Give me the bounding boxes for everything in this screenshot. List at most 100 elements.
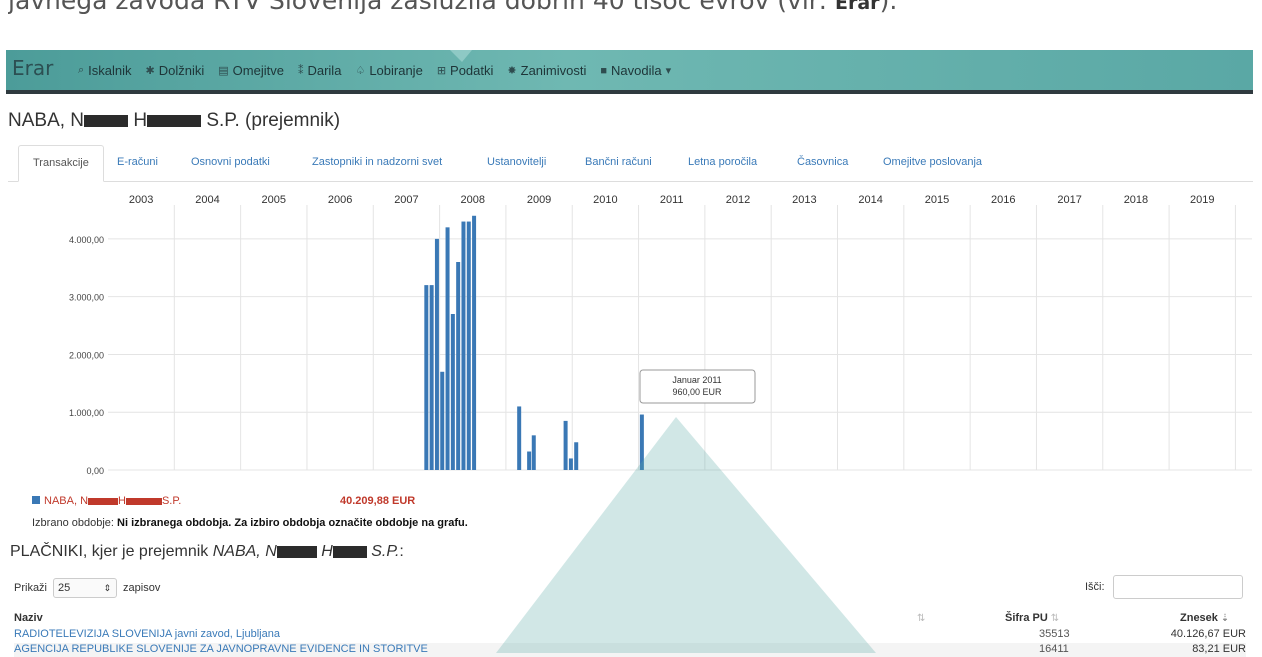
nav-item-omejitve[interactable]: ▤ Omejitve: [218, 63, 284, 78]
table-row: AGENCIJA REPUBLIKE SLOVENIJE ZA JAVNOPRA…: [14, 643, 1246, 657]
records-label: zapisov: [123, 582, 161, 594]
chart-bar: [527, 451, 532, 470]
payer-name-link[interactable]: AGENCIJA REPUBLIKE SLOVENIJE ZA JAVNOPRA…: [14, 643, 428, 655]
x-tick-label: 2010: [593, 194, 617, 206]
x-tick-label: 2013: [792, 194, 816, 206]
payer-amount: 40.126,67 EUR: [1170, 628, 1246, 640]
column-header-code[interactable]: Šifra PU ⇅: [1005, 612, 1059, 624]
nav-label: Lobiranje: [369, 63, 423, 78]
column-header-name[interactable]: Naziv: [14, 612, 43, 624]
transactions-chart[interactable]: 2003 2004 2005 2006 2007 2008 2009 2010 2011 2012…: [0, 185, 1262, 485]
nav-label: Dolžniki: [158, 63, 205, 78]
x-tick-label: 2005: [262, 194, 286, 206]
top-navbar: Erar ⌕ Iskalnik ✱ Dolžniki ▤ Omejitve ⁑ Dari…: [6, 50, 1253, 94]
brand-logo[interactable]: Erar: [12, 56, 54, 80]
selected-period: Izbrano obdobje: Ni izbranega obdobja. Z…: [32, 517, 468, 529]
article-source-link[interactable]: Erar: [835, 0, 880, 14]
tab-letna-porocila[interactable]: Letna poročila: [688, 156, 758, 168]
x-tick-label: 2004: [195, 194, 219, 206]
x-tick-label: 2016: [991, 194, 1015, 206]
star-icon: ✸: [507, 65, 517, 77]
y-tick-label: 1.000,00: [69, 408, 104, 418]
nav-item-darila[interactable]: ⁑ Darila: [298, 63, 341, 78]
nav-item-iskalnik[interactable]: ⌕ Iskalnik: [78, 63, 132, 78]
x-tick-label: 2007: [394, 194, 418, 206]
tab-transakcije[interactable]: Transakcije: [18, 145, 104, 182]
chart-bar: [639, 414, 644, 470]
tooltip-line-1: Januar 2011: [672, 375, 721, 385]
header-label: Naziv: [14, 612, 43, 624]
title-name-part: NABA, N: [8, 110, 85, 131]
y-tick-label: 0,00: [86, 466, 104, 476]
caret-down-icon: ▾: [665, 65, 672, 77]
payer-name-link[interactable]: RADIOTELEVIZIJA SLOVENIJA javni zavod, L…: [14, 628, 280, 640]
title-name-part: H: [133, 110, 148, 131]
chart-bar: [531, 435, 536, 470]
x-tick-label: 2015: [925, 194, 949, 206]
page-length-select[interactable]: 25 ⇕: [53, 578, 118, 598]
tab-zastopniki[interactable]: Zastopniki in nadzorni svet: [312, 156, 443, 168]
redaction-bar: [332, 545, 367, 558]
x-tick-label: 2003: [129, 194, 153, 206]
book-icon: ■: [600, 64, 608, 77]
chart-bar: [440, 371, 445, 470]
chart-bar: [574, 442, 579, 470]
chart-legend[interactable]: NABA, N H S.P.: [32, 495, 181, 507]
y-tick-label: 3.000,00: [69, 293, 104, 303]
grid-icon: ⊞: [436, 65, 447, 77]
search-icon: ⌕: [78, 64, 85, 76]
x-tick-label: 2012: [726, 194, 750, 206]
page-length-control: Prikaži 25 ⇕ zapisov: [14, 578, 160, 598]
nav-item-podatki[interactable]: ⊞ Podatki: [437, 63, 494, 78]
tab-bar: Transakcije E-računi Osnovni podatki Zas…: [8, 145, 1253, 182]
legend-label: S.P.: [161, 495, 182, 507]
lobby-icon: ♤: [355, 65, 366, 77]
payers-name-part: S.P.: [371, 543, 400, 560]
debtors-icon: ✱: [145, 65, 155, 77]
redaction-bar: [88, 497, 119, 505]
x-tick-label: 2014: [858, 194, 882, 206]
page-title: NABA, N H S.P. (prejemnik): [8, 110, 340, 132]
payers-name-part: H: [321, 543, 333, 560]
redaction-bar: [147, 114, 202, 127]
chart-bar: [434, 238, 439, 470]
column-sort-extra[interactable]: ⇅: [914, 612, 925, 624]
sort-icon: ⇅: [917, 613, 926, 624]
legend-swatch: [32, 496, 40, 504]
restrictions-icon: ▤: [218, 65, 229, 77]
table-search: Išči:: [1085, 575, 1243, 599]
chart-bar: [461, 221, 466, 470]
show-label: Prikaži: [14, 582, 48, 594]
nav-label: Darila: [307, 63, 342, 78]
nav-label: Iskalnik: [88, 63, 132, 78]
tab-e-racuni[interactable]: E-računi: [117, 156, 158, 168]
header-label: Šifra PU: [1005, 612, 1048, 624]
x-tick-label: 2006: [328, 194, 352, 206]
chart-bar: [563, 420, 568, 470]
chart-bar: [445, 227, 450, 470]
tab-bancni-racuni[interactable]: Bančni računi: [585, 156, 652, 168]
chart-bar: [429, 285, 434, 470]
tab-osnovni-podatki[interactable]: Osnovni podatki: [191, 156, 270, 168]
column-header-amount[interactable]: Znesek ⇣: [1180, 612, 1229, 624]
sort-desc-icon: ⇣: [1220, 613, 1230, 624]
legend-label: NABA, N: [44, 495, 89, 507]
nav-item-zanimivosti[interactable]: ✸ Zanimivosti: [507, 63, 586, 78]
search-input[interactable]: [1112, 575, 1243, 599]
chart-bar: [424, 285, 429, 470]
tab-omejitve-poslovanja[interactable]: Omejitve poslovanja: [883, 156, 983, 168]
nav-menu: ⌕ Iskalnik ✱ Dolžniki ▤ Omejitve ⁑ Darila ♤ L…: [78, 63, 671, 78]
nav-item-navodila[interactable]: ■ Navodila ▾: [600, 63, 671, 78]
payer-code: 16411: [1039, 643, 1069, 655]
nav-item-lobiranje[interactable]: ♤ Lobiranje: [355, 63, 422, 78]
chart-bar: [466, 221, 471, 470]
chart-bar: [517, 406, 522, 470]
title-name-part: S.P. (prejemnik): [206, 110, 341, 131]
x-tick-label: 2009: [527, 194, 551, 206]
y-tick-label: 2.000,00: [69, 350, 104, 360]
header-label: Znesek: [1180, 612, 1218, 624]
tab-ustanovitelji[interactable]: Ustanovitelji: [487, 156, 547, 168]
payers-heading: PLAČNIKI, kjer je prejemnik NABA, N H S.…: [10, 543, 404, 561]
tab-casovnica[interactable]: Časovnica: [797, 156, 849, 168]
nav-item-dolzniki[interactable]: ✱ Dolžniki: [146, 63, 205, 78]
